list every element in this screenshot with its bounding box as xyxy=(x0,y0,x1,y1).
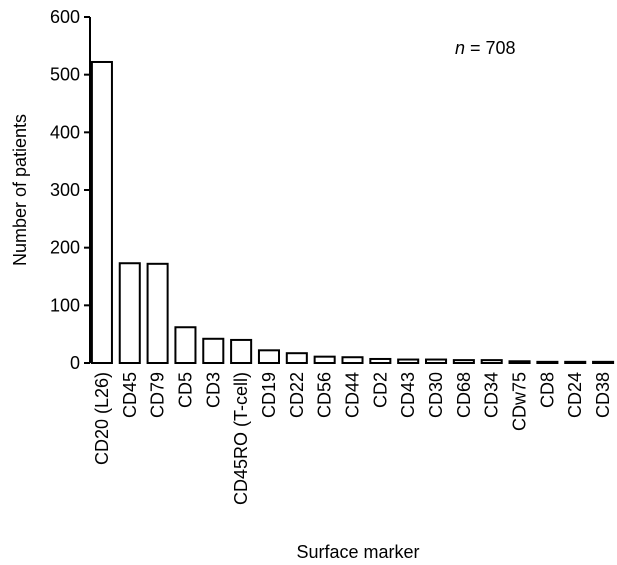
bar xyxy=(564,360,587,365)
bar xyxy=(508,360,531,364)
bar xyxy=(118,262,141,364)
bar xyxy=(285,352,308,364)
x-axis-title: Surface marker xyxy=(296,542,419,562)
x-tick-label: CD34 xyxy=(482,372,502,418)
x-tick-label: CD56 xyxy=(315,372,335,418)
y-tick-label: 300 xyxy=(50,180,80,200)
x-tick-label: CD8 xyxy=(537,372,557,408)
y-tick-label: 0 xyxy=(70,353,80,373)
bar xyxy=(369,357,392,365)
x-tick-label: CD45RO (T-cell) xyxy=(231,372,251,505)
y-axis-title: Number of patients xyxy=(10,114,30,266)
x-tick-label: CD43 xyxy=(398,372,418,418)
x-tick-label: CD30 xyxy=(426,372,446,418)
bar xyxy=(452,359,475,365)
x-tick-label: CD3 xyxy=(203,372,223,408)
bar xyxy=(146,262,169,364)
bar xyxy=(536,360,559,365)
x-tick-label: CD5 xyxy=(175,372,195,408)
bar xyxy=(257,349,280,364)
bar xyxy=(174,326,197,365)
bar xyxy=(341,356,364,365)
y-tick-label: 400 xyxy=(50,122,80,142)
y-tick-label: 200 xyxy=(50,238,80,258)
bar xyxy=(313,355,336,365)
y-tick-label: 100 xyxy=(50,295,80,315)
bar xyxy=(397,358,420,365)
x-tick-label: CDw75 xyxy=(510,372,530,431)
annotation: n = 708 xyxy=(455,38,516,58)
bar xyxy=(480,359,503,365)
annotation-variable: n xyxy=(455,38,465,58)
x-tick-label: CD19 xyxy=(259,372,279,418)
bar xyxy=(230,338,253,364)
x-tick-label: CD24 xyxy=(565,372,585,418)
x-tick-label: CD68 xyxy=(454,372,474,418)
bar xyxy=(90,60,113,364)
y-tick-label: 600 xyxy=(50,7,80,27)
x-tick-label: CD22 xyxy=(287,372,307,418)
x-tick-label: CD79 xyxy=(148,372,168,418)
bar xyxy=(425,358,448,365)
x-tick-label: CD44 xyxy=(343,372,363,418)
x-tick-label: CD2 xyxy=(370,372,390,408)
bar xyxy=(202,337,225,364)
annotation-value: = 708 xyxy=(470,38,516,58)
x-tick-label: CD20 (L26) xyxy=(92,372,112,465)
bar xyxy=(592,360,615,365)
x-tick-label: CD38 xyxy=(593,372,613,418)
x-tick-label: CD45 xyxy=(120,372,140,418)
y-tick-label: 500 xyxy=(50,65,80,85)
